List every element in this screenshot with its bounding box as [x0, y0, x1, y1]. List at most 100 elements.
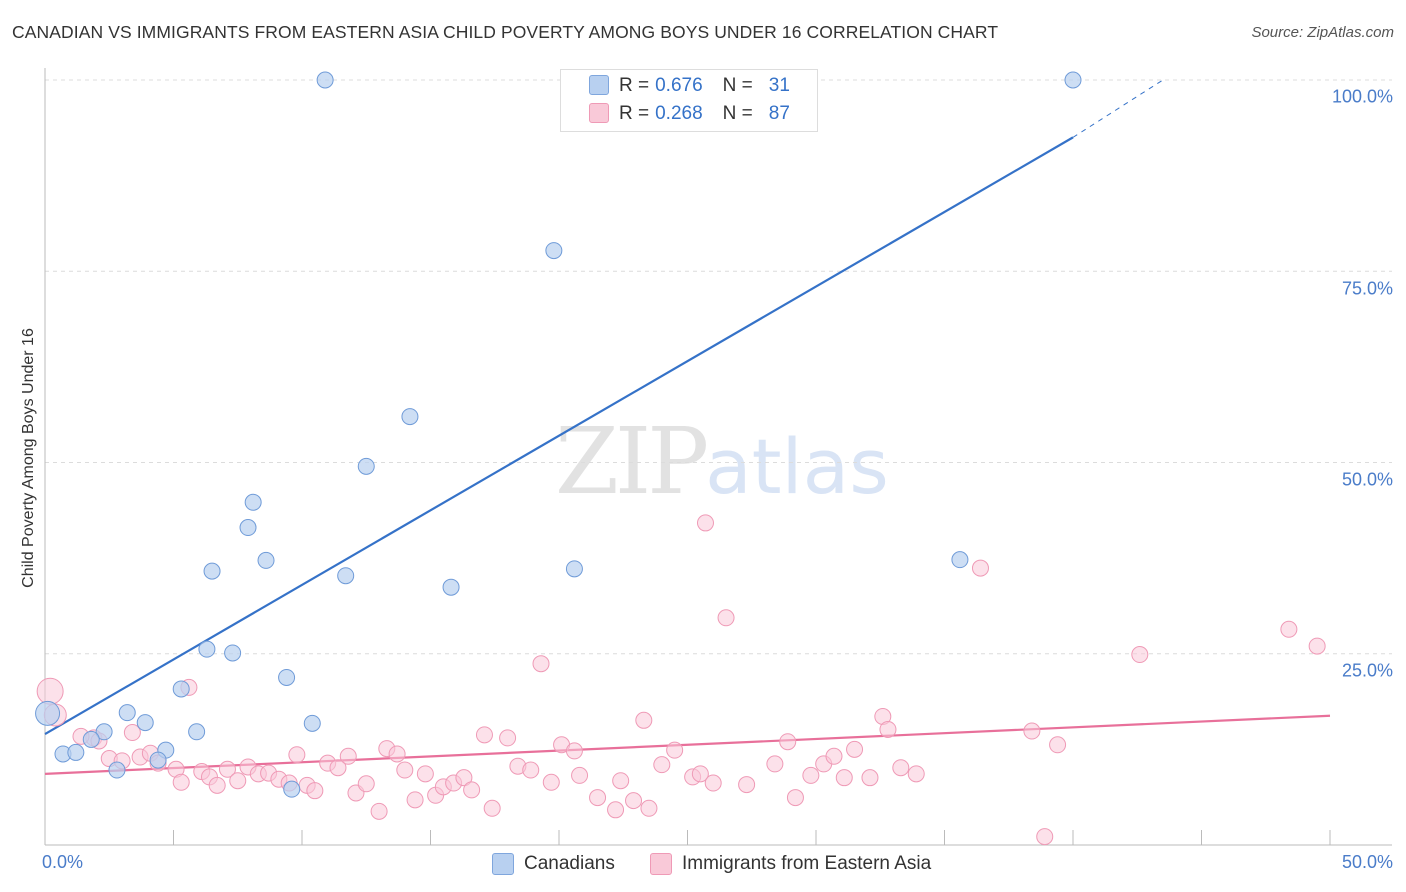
immigrants-point	[1308, 637, 1326, 655]
immigrants-point	[802, 766, 820, 784]
immigrants-point	[499, 729, 517, 747]
canadians-point	[442, 578, 460, 596]
canadians-point	[545, 242, 563, 260]
immigrants-point	[229, 772, 247, 790]
bottom-legend-swatch-canadians	[492, 853, 514, 875]
immigrants-point	[571, 766, 589, 784]
y-tick-75: 75.0%	[1341, 278, 1393, 299]
canadians-point	[303, 714, 321, 732]
immigrants-point	[36, 677, 64, 705]
canadians-point	[951, 551, 969, 569]
immigrants-point	[388, 745, 406, 763]
canadians-point	[203, 562, 221, 580]
bottom-legend-label-immigrants: Immigrants from Eastern Asia	[682, 853, 932, 874]
canadians-point	[35, 700, 61, 726]
immigrants-point	[696, 514, 714, 532]
canadians-point	[82, 730, 100, 748]
immigrants-point	[892, 759, 910, 777]
immigrants-point	[786, 789, 804, 807]
y-tick-100: 100.0%	[1331, 86, 1393, 107]
legend-row-immigrants: R = 0.268 N = 87	[619, 101, 790, 127]
immigrants-point	[766, 755, 784, 773]
legend-n-label: N =	[722, 75, 753, 96]
immigrants-point	[370, 802, 388, 820]
immigrants-point	[542, 773, 560, 791]
immigrants-point	[463, 781, 481, 799]
watermark-zip: ZIP	[555, 408, 709, 515]
immigrants-point	[879, 720, 897, 738]
bottom-legend-label-canadians: Canadians	[524, 853, 615, 874]
immigrants-point	[625, 792, 643, 810]
immigrants-point	[861, 769, 879, 787]
legend-n-value: 31	[768, 75, 790, 96]
legend-r-value: 0.676	[655, 75, 703, 96]
canadians-point	[136, 714, 154, 732]
canadians-point	[283, 780, 301, 798]
canadians-point	[95, 723, 113, 741]
bottom-legend-canadians: Canadians	[492, 852, 615, 876]
immigrants-point	[172, 773, 190, 791]
watermark: ZIPatlas	[555, 408, 889, 515]
trend-line-canadians-extension	[1072, 79, 1164, 138]
immigrants-point	[218, 760, 236, 778]
canadians-point	[67, 743, 85, 761]
immigrants-point	[704, 774, 722, 792]
series-canadians-points	[35, 71, 1082, 798]
immigrants-point	[1280, 620, 1298, 638]
immigrants-point	[640, 799, 658, 817]
canadians-point	[316, 71, 334, 89]
immigrants-point	[907, 765, 925, 783]
immigrants-point	[1036, 828, 1054, 846]
immigrants-point	[208, 776, 226, 794]
grid-lines	[45, 79, 1392, 655]
immigrants-point	[475, 726, 493, 744]
immigrants-point	[123, 724, 141, 742]
canadians-point	[108, 761, 126, 779]
immigrants-point	[1023, 722, 1041, 740]
legend-r-label: R =	[619, 75, 650, 96]
legend-r-label: R =	[619, 103, 650, 124]
immigrants-point	[666, 741, 684, 759]
immigrants-point	[288, 746, 306, 764]
canadians-point	[149, 751, 167, 769]
immigrants-point	[835, 769, 853, 787]
y-tick-25: 25.0%	[1341, 660, 1393, 681]
x-tick-max: 50.0%	[1341, 852, 1393, 872]
series-immigrants-points	[36, 514, 1326, 846]
watermark-atlas: atlas	[705, 422, 889, 511]
immigrants-point	[455, 769, 473, 787]
immigrants-point	[846, 740, 864, 758]
immigrants-point	[738, 776, 756, 794]
immigrants-point	[483, 799, 501, 817]
immigrants-point	[717, 609, 735, 627]
immigrants-point	[406, 791, 424, 809]
legend-n-value: 87	[768, 103, 790, 124]
immigrants-point	[329, 759, 347, 777]
correlation-legend: R = 0.676 N = 31 R = 0.268 N = 87	[560, 69, 818, 132]
canadians-point	[224, 644, 242, 662]
x-tick-min: 0.0%	[42, 852, 84, 872]
immigrants-point	[691, 765, 709, 783]
legend-n-label: N =	[722, 103, 753, 124]
y-axis-title: Child Poverty Among Boys Under 16	[20, 328, 37, 588]
canadians-point	[118, 704, 136, 722]
immigrants-point	[532, 655, 550, 673]
legend-r-value: 0.268	[655, 103, 703, 124]
canadians-point	[188, 723, 206, 741]
y-tick-50: 50.0%	[1341, 469, 1393, 490]
immigrants-point	[971, 559, 989, 577]
immigrants-point	[589, 789, 607, 807]
immigrants-point	[357, 775, 375, 793]
immigrants-point	[635, 711, 653, 729]
immigrants-point	[416, 765, 434, 783]
canadians-point	[278, 668, 296, 686]
immigrants-point	[1049, 736, 1067, 754]
canadians-point	[357, 457, 375, 475]
chart-title: CANADIAN VS IMMIGRANTS FROM EASTERN ASIA…	[12, 22, 999, 42]
immigrants-point	[612, 772, 630, 790]
canadians-point	[1064, 71, 1082, 89]
canadians-point	[565, 560, 583, 578]
immigrants-point	[339, 747, 357, 765]
trend-line-immigrants	[44, 714, 1331, 775]
